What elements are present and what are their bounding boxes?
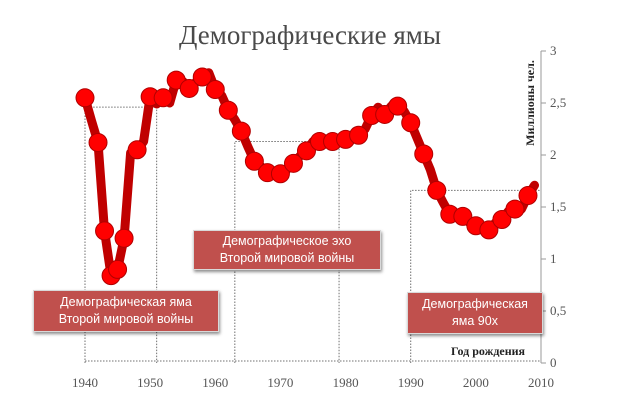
- y-tick-label: 2: [550, 147, 557, 162]
- x-tick-label: 1960: [202, 375, 228, 390]
- x-axis-ticks: 1940 1950 1960 1970 1980 1990 2000 2010: [72, 375, 554, 390]
- data-point: [205, 79, 225, 99]
- annotation-guides: [84, 106, 542, 363]
- callout-war-pit-line1: Демографическая яма: [60, 295, 192, 309]
- series-markers: [75, 67, 538, 286]
- y-tick-label: 3: [550, 43, 557, 58]
- annotation-guide: [410, 189, 542, 363]
- data-point: [414, 144, 434, 164]
- y-tick-label: 0,5: [550, 303, 566, 318]
- y-tick-label: 1,5: [550, 199, 566, 214]
- callout-echo-line1: Демографическое эхо: [222, 234, 352, 248]
- data-point: [492, 209, 512, 229]
- data-point: [153, 88, 173, 108]
- data-point: [427, 180, 447, 200]
- annotation-guide: [234, 140, 340, 363]
- x-axis-label: Год рождения: [451, 344, 526, 358]
- callout-90s-pit-line2: яма 90х: [452, 314, 498, 328]
- y-tick-label: 0: [550, 355, 557, 370]
- y-axis-label: Миллионы чел.: [523, 60, 537, 146]
- x-tick-label: 2000: [463, 375, 489, 390]
- callout-90s-pit: Демографическая яма 90х: [407, 292, 543, 334]
- x-tick-label: 1970: [267, 375, 293, 390]
- data-point: [453, 206, 473, 226]
- data-point: [75, 88, 95, 108]
- y-tick-label: 2,5: [550, 95, 566, 110]
- x-tick-label: 1940: [72, 375, 98, 390]
- data-point: [127, 140, 147, 160]
- data-point: [283, 153, 303, 173]
- chart-title: Демографические ямы: [179, 20, 441, 50]
- data-point: [270, 164, 290, 184]
- data-point: [505, 199, 525, 219]
- callout-90s-pit-line1: Демографическая: [422, 297, 528, 311]
- x-tick-label: 1950: [137, 375, 163, 390]
- data-point: [296, 141, 316, 161]
- data-point: [88, 133, 108, 153]
- x-tick-label: 1980: [333, 375, 359, 390]
- data-point: [108, 259, 128, 279]
- callout-war-pit-line2: Второй мировой войны: [58, 312, 194, 326]
- annotation-guide: [84, 106, 158, 363]
- data-point: [114, 228, 134, 248]
- x-tick-label: 2010: [528, 375, 554, 390]
- data-point: [218, 100, 238, 120]
- data-point: [95, 221, 115, 241]
- x-tick-label: 1990: [398, 375, 424, 390]
- callout-echo: Демографическое эхо Второй мировой войны: [193, 230, 381, 270]
- callout-echo-line2: Второй мировой войны: [219, 251, 355, 265]
- data-point: [349, 125, 369, 145]
- y-axis: 0 0,5 1 1,5 2 2,5 3: [540, 43, 566, 370]
- data-point: [244, 151, 264, 171]
- callout-war-pit: Демографическая яма Второй мировой войны: [33, 290, 219, 332]
- data-point: [401, 113, 421, 133]
- data-point: [231, 121, 251, 141]
- data-point: [192, 67, 212, 87]
- data-point: [388, 96, 408, 116]
- data-point: [179, 78, 199, 98]
- data-point: [518, 186, 538, 206]
- y-tick-label: 1: [550, 251, 557, 266]
- data-point: [479, 220, 499, 240]
